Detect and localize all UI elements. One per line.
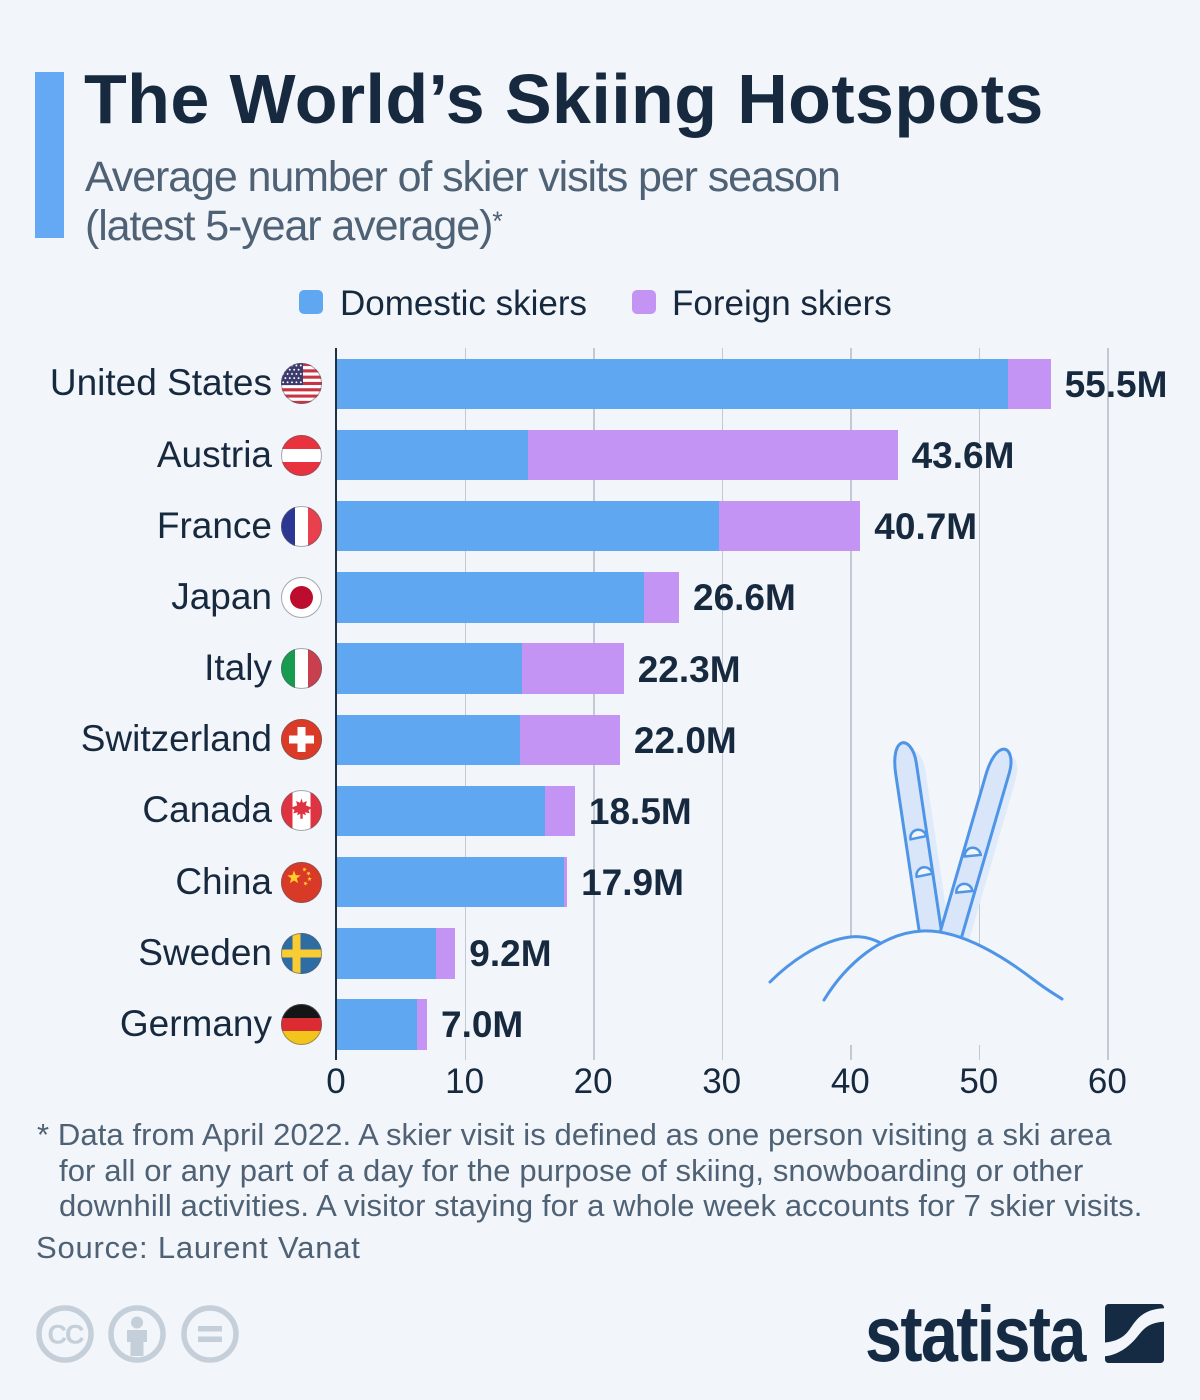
svg-text:CC: CC (48, 1320, 84, 1350)
